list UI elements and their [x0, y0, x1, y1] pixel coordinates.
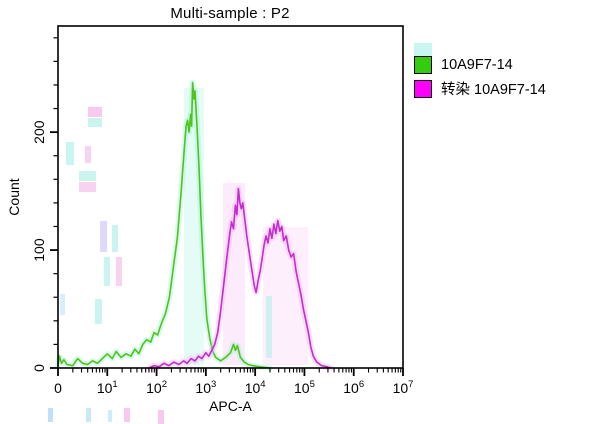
chart-title: Multi-sample : P2 [170, 5, 290, 22]
x-tick-label: 101 [97, 379, 118, 396]
background-artifact [85, 146, 91, 163]
x-axis-label: APC-A [209, 398, 252, 414]
background-artifact [95, 299, 102, 324]
x-tick-label: 106 [343, 379, 364, 396]
background-artifact [112, 225, 118, 252]
y-tick-label: 100 [31, 238, 47, 262]
background-artifact [60, 294, 65, 315]
background-artifact [48, 408, 53, 422]
legend-item-1: 转染 10A9F7-14 [412, 78, 546, 99]
background-artifact [223, 183, 245, 365]
x-tick-label: 103 [195, 379, 216, 396]
x-tick-label: 107 [393, 379, 414, 396]
background-artifact [86, 408, 91, 422]
x-tick-label: 102 [146, 379, 167, 396]
legend-swatch-icon [414, 56, 432, 74]
background-artifact [79, 182, 96, 192]
background-artifact [104, 257, 110, 286]
background-artifact [116, 257, 122, 286]
background-artifact [266, 296, 272, 358]
background-artifact [88, 107, 102, 117]
legend-swatch-icon [414, 79, 432, 98]
background-artifact [124, 408, 130, 422]
plot-frame [57, 25, 404, 369]
x-tick-label: 105 [294, 379, 315, 396]
legend-label: 转染 10A9F7-14 [441, 82, 546, 98]
legend-label: 10A9F7-14 [441, 57, 513, 73]
series-curve-0 [57, 81, 270, 369]
legend-artifact-swatch [414, 43, 432, 56]
background-artifact [66, 142, 74, 165]
background-artifact [79, 171, 96, 181]
y-tick-label: 0 [31, 364, 47, 372]
x-tick-label: 0 [54, 380, 62, 396]
legend-item-0: 10A9F7-14 [412, 56, 546, 74]
y-tick-label: 200 [31, 120, 47, 144]
background-artifact [158, 410, 164, 424]
background-artifact [108, 410, 112, 422]
x-tick-label: 104 [245, 379, 266, 396]
series-curve-1 [148, 187, 332, 369]
legend: 10A9F7-14 转染 10A9F7-14 [412, 43, 546, 103]
background-artifact [88, 118, 102, 127]
background-artifact [100, 221, 107, 252]
